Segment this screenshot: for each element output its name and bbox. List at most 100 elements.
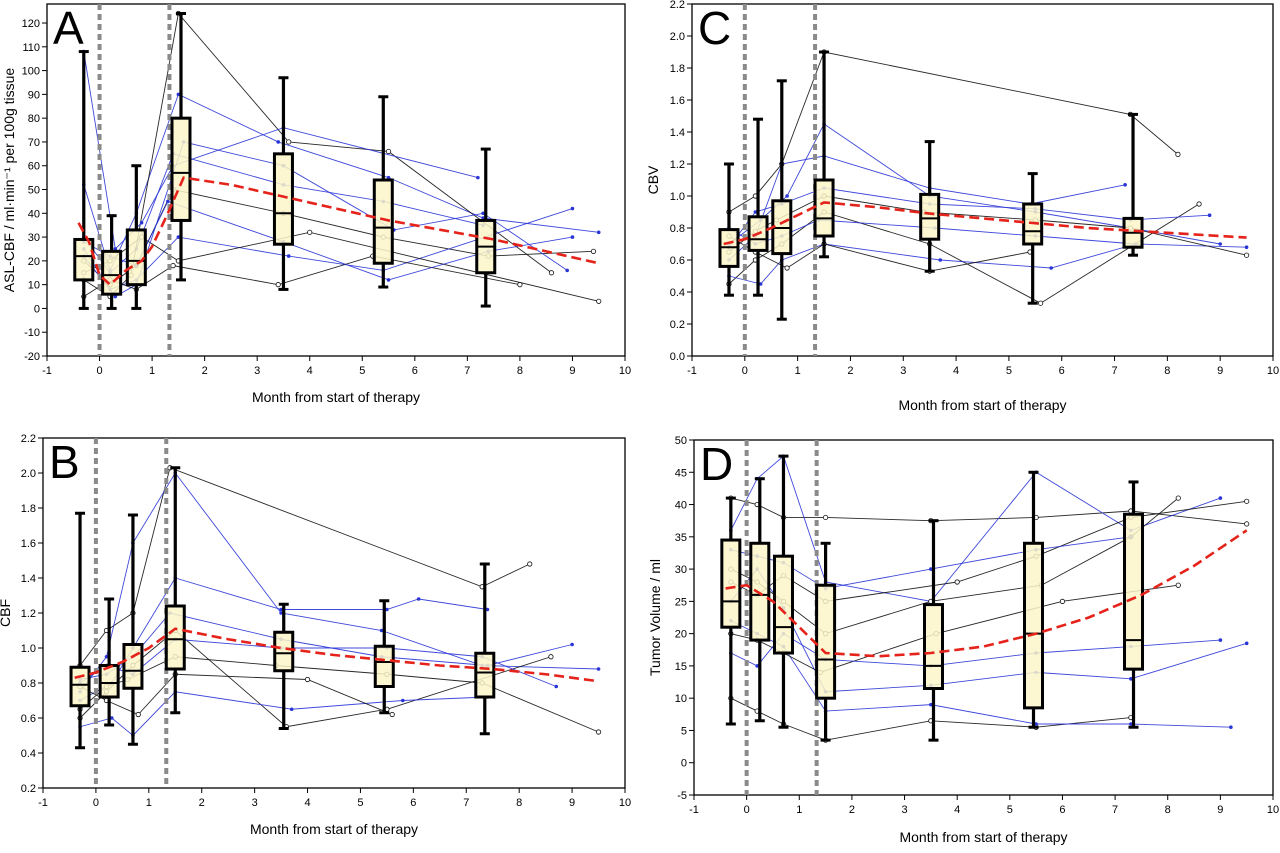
chart-panel-b: -1 0 1 2 3 4 5 6 7 8 9 10 0.2 0.4 0.6 0.8 1.0 1.2 1.4 1.6 1.… <box>0 433 631 837</box>
subject-line <box>728 123 1221 245</box>
y-tick-label: 0 <box>34 303 40 315</box>
subject-point <box>485 607 490 612</box>
x-tick-label: 4 <box>304 797 310 809</box>
subject-point <box>954 579 960 585</box>
y-tick-label: 45 <box>675 467 687 479</box>
y-tick-label: 1.6 <box>670 95 685 107</box>
y-tick-label: 1.2 <box>21 608 36 620</box>
x-tick-label: 5 <box>1007 804 1013 816</box>
subject-point <box>1129 722 1133 726</box>
subject-line <box>730 455 1221 602</box>
y-tick-label: 80 <box>28 113 40 125</box>
subject-point <box>400 698 405 703</box>
subject-line <box>83 188 594 286</box>
x-tick-label: 6 <box>1059 365 1065 377</box>
subject-point <box>784 265 790 271</box>
y-tick-label: 1.8 <box>21 503 36 515</box>
x-tick-label: 10 <box>1267 365 1279 377</box>
x-tick-label: 9 <box>569 797 575 809</box>
trend-line <box>725 529 1248 658</box>
y-tick-label: 2.2 <box>670 0 685 11</box>
box-iqr <box>749 541 771 642</box>
subject-point <box>570 206 575 211</box>
box-iqr <box>122 643 144 690</box>
subject-point <box>1123 183 1127 187</box>
chart-panel-d: -1 0 1 2 3 4 5 6 7 8 9 10-505101520253035404550Mont… <box>647 435 1279 845</box>
subject-point <box>548 654 554 660</box>
y-tick-label: 50 <box>675 435 687 447</box>
x-tick-label: 8 <box>516 797 522 809</box>
subject-point <box>279 611 283 615</box>
subject-line <box>83 255 520 297</box>
y-tick-label: 0 <box>681 758 687 770</box>
y-tick-label: -20 <box>24 351 40 363</box>
y-tick-label: 1.8 <box>670 63 685 75</box>
y-tick-label: 0.6 <box>670 255 685 267</box>
subject-point <box>758 282 763 286</box>
x-tick-label: -1 <box>687 365 697 377</box>
subject-point <box>1244 641 1249 646</box>
y-tick-label: 0.0 <box>670 351 685 363</box>
subject-point <box>570 642 574 647</box>
x-tick-label: 1 <box>795 365 801 377</box>
y-axis-title: Tumor Volume / ml <box>647 559 663 676</box>
subject-point <box>1129 677 1133 681</box>
box-iqr <box>164 604 186 671</box>
subject-point <box>1196 201 1202 207</box>
y-tick-label: 40 <box>28 208 40 220</box>
subject-point <box>476 175 480 180</box>
subject-point <box>286 254 291 258</box>
x-tick-label: 10 <box>619 797 631 809</box>
x-tick-label: 10 <box>1267 804 1279 816</box>
subject-point <box>1034 722 1038 726</box>
x-tick-label: 1 <box>796 804 802 816</box>
subject-point <box>1244 498 1250 504</box>
x-tick-label: 2 <box>847 365 853 377</box>
y-tick-label: 15 <box>675 661 687 673</box>
trend-line <box>77 176 600 287</box>
subject-point <box>104 654 109 659</box>
subject-point <box>176 92 181 97</box>
subject-point <box>570 235 575 239</box>
y-tick-label: 0.2 <box>21 783 36 795</box>
subject-point <box>1207 213 1212 217</box>
x-tick-label: 8 <box>517 365 523 377</box>
x-tick-label: 4 <box>953 365 959 377</box>
x-tick-label: 6 <box>410 797 416 809</box>
y-tick-label: 60 <box>28 161 40 173</box>
subject-line <box>79 467 530 666</box>
y-tick-label: 40 <box>675 500 687 512</box>
x-tick-label: 1 <box>146 797 152 809</box>
subject-point <box>166 199 170 204</box>
panel-letter: D <box>700 438 733 490</box>
subject-point <box>385 148 392 155</box>
subject-point <box>822 514 829 521</box>
box-iqr <box>815 583 837 700</box>
subject-point <box>1059 598 1066 604</box>
x-tick-label: 9 <box>1217 365 1223 377</box>
subject-point <box>1049 266 1053 270</box>
y-tick-label: 0.6 <box>21 713 36 725</box>
x-tick-label: 7 <box>463 797 469 809</box>
plot-frame <box>693 439 1274 796</box>
y-tick-label: 20 <box>675 629 687 641</box>
x-tick-label: 2 <box>202 365 208 377</box>
x-tick-label: 7 <box>1111 365 1117 377</box>
chart-panel-a: -1 0 1 2 3 4 5 6 7 8 9 10-20-1001020304050607080901… <box>1 2 631 405</box>
y-tick-label: 1.4 <box>670 127 685 139</box>
x-tick-label: 3 <box>252 797 258 809</box>
box-iqr <box>813 178 835 238</box>
subject-point <box>565 268 569 273</box>
subject-point <box>785 194 789 198</box>
subject-point <box>1218 638 1223 642</box>
box-iqr <box>720 538 742 629</box>
x-tick-label: 5 <box>359 365 365 377</box>
trend-line <box>723 201 1247 246</box>
y-tick-label: 90 <box>28 89 40 101</box>
subject-point <box>1244 245 1249 249</box>
y-tick-label: 2.0 <box>21 468 36 480</box>
box-iqr <box>373 644 395 688</box>
panel-letter: B <box>49 436 80 488</box>
subject-point <box>590 248 597 254</box>
box-iqr <box>273 630 295 673</box>
